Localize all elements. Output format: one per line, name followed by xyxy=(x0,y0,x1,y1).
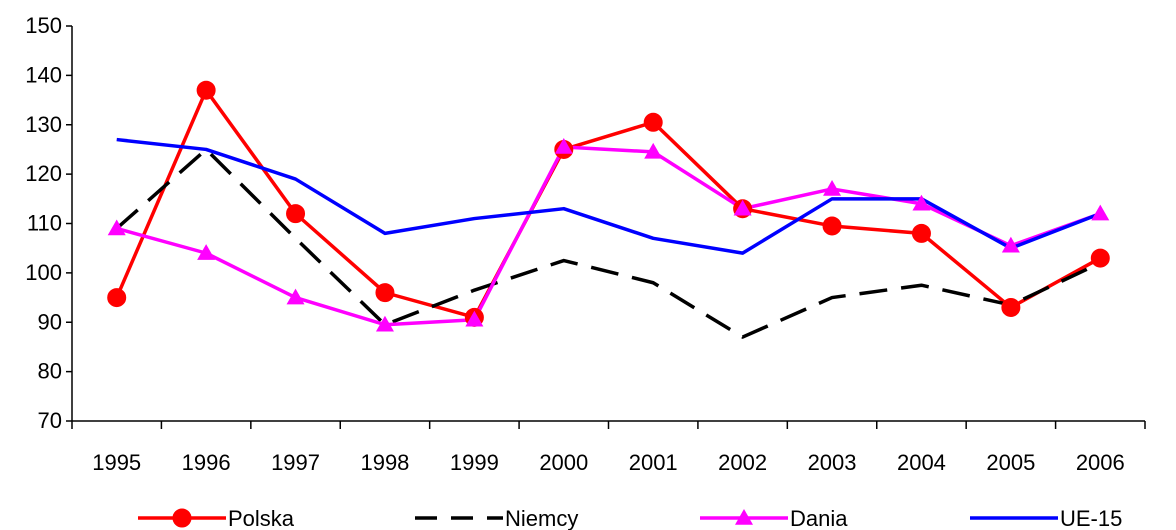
legend-label-dania: Dania xyxy=(790,506,848,530)
y-tick-label: 110 xyxy=(27,211,62,236)
data-point-dania xyxy=(644,142,663,159)
legend-item-dania: Dania xyxy=(700,506,848,530)
y-tick-label: 140 xyxy=(25,62,62,87)
legend-label-niemcy: Niemcy xyxy=(505,506,578,530)
series-line-ue-15 xyxy=(116,137,1101,255)
legend: Polska Niemcy Dania UE-15 xyxy=(138,506,1122,530)
data-point-polska xyxy=(1001,297,1021,317)
y-tick-label: 120 xyxy=(25,161,62,186)
legend-marker-polska xyxy=(172,508,192,528)
legend-label-ue-15: UE-15 xyxy=(1060,506,1122,530)
series-markers xyxy=(107,80,1110,332)
y-tick-label: 70 xyxy=(38,408,62,433)
data-point-dania xyxy=(286,288,305,305)
data-point-dania xyxy=(554,137,573,154)
series-line-niemcy xyxy=(115,147,1102,339)
x-tick-label: 1998 xyxy=(360,450,409,475)
axes xyxy=(66,25,1146,429)
series-line-polska xyxy=(115,88,1102,320)
y-tick-label: 80 xyxy=(38,359,62,384)
y-tick-labels: 70 80 90 100 110 120 130 140 150 xyxy=(25,13,62,433)
data-point-polska xyxy=(643,112,663,132)
data-point-polska xyxy=(375,283,395,303)
series-line-dania xyxy=(116,145,1101,327)
x-tick-label: 2000 xyxy=(539,450,588,475)
data-point-dania xyxy=(107,219,126,236)
data-point-dania xyxy=(912,194,931,211)
x-tick-label: 2003 xyxy=(808,450,857,475)
x-tick-label: 1996 xyxy=(182,450,231,475)
data-point-dania xyxy=(197,244,216,260)
legend-label-polska: Polska xyxy=(228,506,295,530)
y-tick-label: 90 xyxy=(38,309,62,334)
x-tick-label: 2005 xyxy=(986,450,1035,475)
y-tick-label: 150 xyxy=(25,13,62,38)
x-tick-labels: 1995 1996 1997 1998 1999 2000 2001 2002 2003 2004… xyxy=(92,450,1125,475)
data-point-polska xyxy=(822,216,842,236)
x-tick-label: 1997 xyxy=(271,450,320,475)
legend-item-ue-15: UE-15 xyxy=(970,506,1122,530)
data-point-polska xyxy=(196,80,216,100)
data-point-polska xyxy=(911,223,931,243)
x-tick-label: 2006 xyxy=(1076,450,1125,475)
x-tick-label: 2002 xyxy=(718,450,767,475)
x-tick-label: 1995 xyxy=(92,450,141,475)
x-tick-label: 2004 xyxy=(897,450,946,475)
legend-marker-dania xyxy=(735,509,753,525)
data-point-dania xyxy=(823,179,842,196)
x-tick-label: 1999 xyxy=(450,450,499,475)
data-point-polska xyxy=(107,288,127,308)
data-point-dania xyxy=(733,199,752,216)
x-tick-label: 2001 xyxy=(629,450,678,475)
data-point-dania xyxy=(465,310,484,327)
data-point-dania xyxy=(1091,204,1110,221)
legend-item-polska: Polska xyxy=(138,506,295,530)
data-point-polska xyxy=(1090,248,1110,268)
data-point-polska xyxy=(286,204,306,224)
data-point-dania xyxy=(375,315,394,332)
y-tick-label: 100 xyxy=(25,260,62,285)
series-lines xyxy=(115,88,1102,339)
y-tick-label: 130 xyxy=(25,112,62,137)
data-point-dania xyxy=(1001,236,1020,253)
legend-item-niemcy: Niemcy xyxy=(415,506,578,530)
